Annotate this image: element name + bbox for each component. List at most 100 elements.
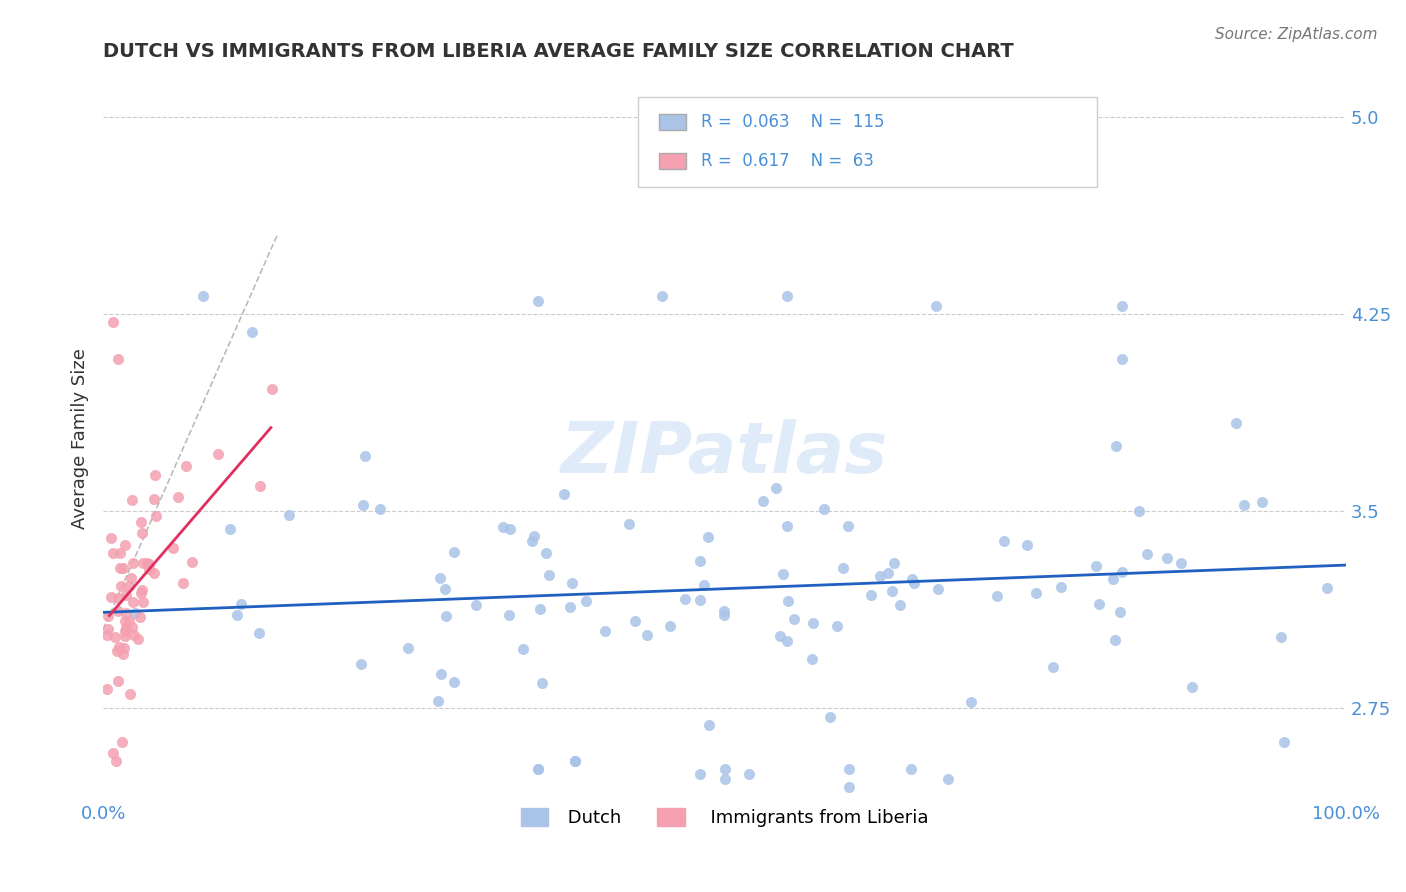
Point <box>143 566 166 580</box>
Point <box>96 681 118 696</box>
Point <box>145 508 167 523</box>
Point <box>131 582 153 597</box>
Point <box>837 518 859 533</box>
Point <box>993 533 1015 548</box>
Point <box>443 675 465 690</box>
Point <box>564 754 586 768</box>
Point <box>114 614 136 628</box>
Point <box>986 589 1008 603</box>
Point <box>111 560 134 574</box>
Text: ZIPatlas: ZIPatlas <box>561 419 889 488</box>
Point <box>900 762 922 776</box>
Point <box>143 492 166 507</box>
Point <box>883 556 905 570</box>
Point <box>658 619 681 633</box>
Point <box>430 666 453 681</box>
Point <box>1084 558 1107 573</box>
Point <box>772 566 794 581</box>
Point <box>575 594 598 608</box>
Point <box>925 299 948 313</box>
Point <box>689 554 711 568</box>
Point <box>167 490 190 504</box>
Point <box>776 519 799 533</box>
Point <box>427 694 450 708</box>
Point <box>523 529 546 543</box>
Point <box>903 576 925 591</box>
Point <box>617 516 640 531</box>
Point <box>131 526 153 541</box>
Point <box>1108 605 1130 619</box>
Legend:  Dutch,   Immigrants from Liberia: Dutch, Immigrants from Liberia <box>513 801 935 835</box>
Point <box>118 614 141 628</box>
Point <box>103 546 125 560</box>
Point <box>800 652 823 666</box>
Point <box>111 735 134 749</box>
Point <box>114 624 136 639</box>
Point <box>803 616 825 631</box>
FancyBboxPatch shape <box>637 97 1097 187</box>
Point <box>697 718 720 732</box>
Point <box>100 531 122 545</box>
Point <box>1101 572 1123 586</box>
Point <box>181 555 204 569</box>
Point <box>118 579 141 593</box>
Point <box>207 447 229 461</box>
Point <box>124 606 146 620</box>
Point <box>1170 556 1192 570</box>
Point <box>492 520 515 534</box>
Point <box>527 762 550 776</box>
Point <box>558 600 581 615</box>
Point <box>713 772 735 787</box>
Point <box>434 608 457 623</box>
Point <box>901 573 924 587</box>
Point <box>396 640 419 655</box>
Point <box>1272 735 1295 749</box>
Point <box>350 657 373 672</box>
Point <box>936 772 959 787</box>
Point <box>107 591 129 606</box>
Point <box>564 754 586 768</box>
Point <box>1225 416 1247 430</box>
Text: R =  0.617    N =  63: R = 0.617 N = 63 <box>702 153 873 170</box>
Point <box>813 502 835 516</box>
Point <box>783 612 806 626</box>
Point <box>530 675 553 690</box>
Point <box>561 575 583 590</box>
Point <box>110 579 132 593</box>
Point <box>1111 299 1133 313</box>
Point <box>877 566 900 581</box>
Point <box>527 293 550 308</box>
Point <box>1181 680 1204 694</box>
Point <box>107 640 129 654</box>
Point <box>104 630 127 644</box>
Point <box>1156 551 1178 566</box>
Point <box>96 628 118 642</box>
Y-axis label: Average Family Size: Average Family Size <box>72 349 89 529</box>
Point <box>1316 581 1339 595</box>
Point <box>277 508 299 523</box>
Point <box>838 762 860 776</box>
Point <box>433 582 456 596</box>
Point <box>240 326 263 340</box>
Text: Source: ZipAtlas.com: Source: ZipAtlas.com <box>1215 27 1378 42</box>
Point <box>536 546 558 560</box>
Point <box>132 556 155 570</box>
Point <box>1250 495 1272 509</box>
Point <box>162 541 184 556</box>
Point <box>100 590 122 604</box>
Point <box>522 533 544 548</box>
Point <box>820 710 842 724</box>
FancyBboxPatch shape <box>658 113 686 129</box>
Point <box>260 382 283 396</box>
Point <box>443 545 465 559</box>
Text: DUTCH VS IMMIGRANTS FROM LIBERIA AVERAGE FAMILY SIZE CORRELATION CHART: DUTCH VS IMMIGRANTS FROM LIBERIA AVERAGE… <box>103 42 1014 61</box>
Point <box>1015 538 1038 552</box>
Point <box>960 695 983 709</box>
Point <box>114 629 136 643</box>
Point <box>122 556 145 570</box>
Point <box>927 582 949 597</box>
Point <box>499 522 522 536</box>
Point <box>776 594 799 608</box>
Point <box>832 560 855 574</box>
Point <box>1050 580 1073 594</box>
